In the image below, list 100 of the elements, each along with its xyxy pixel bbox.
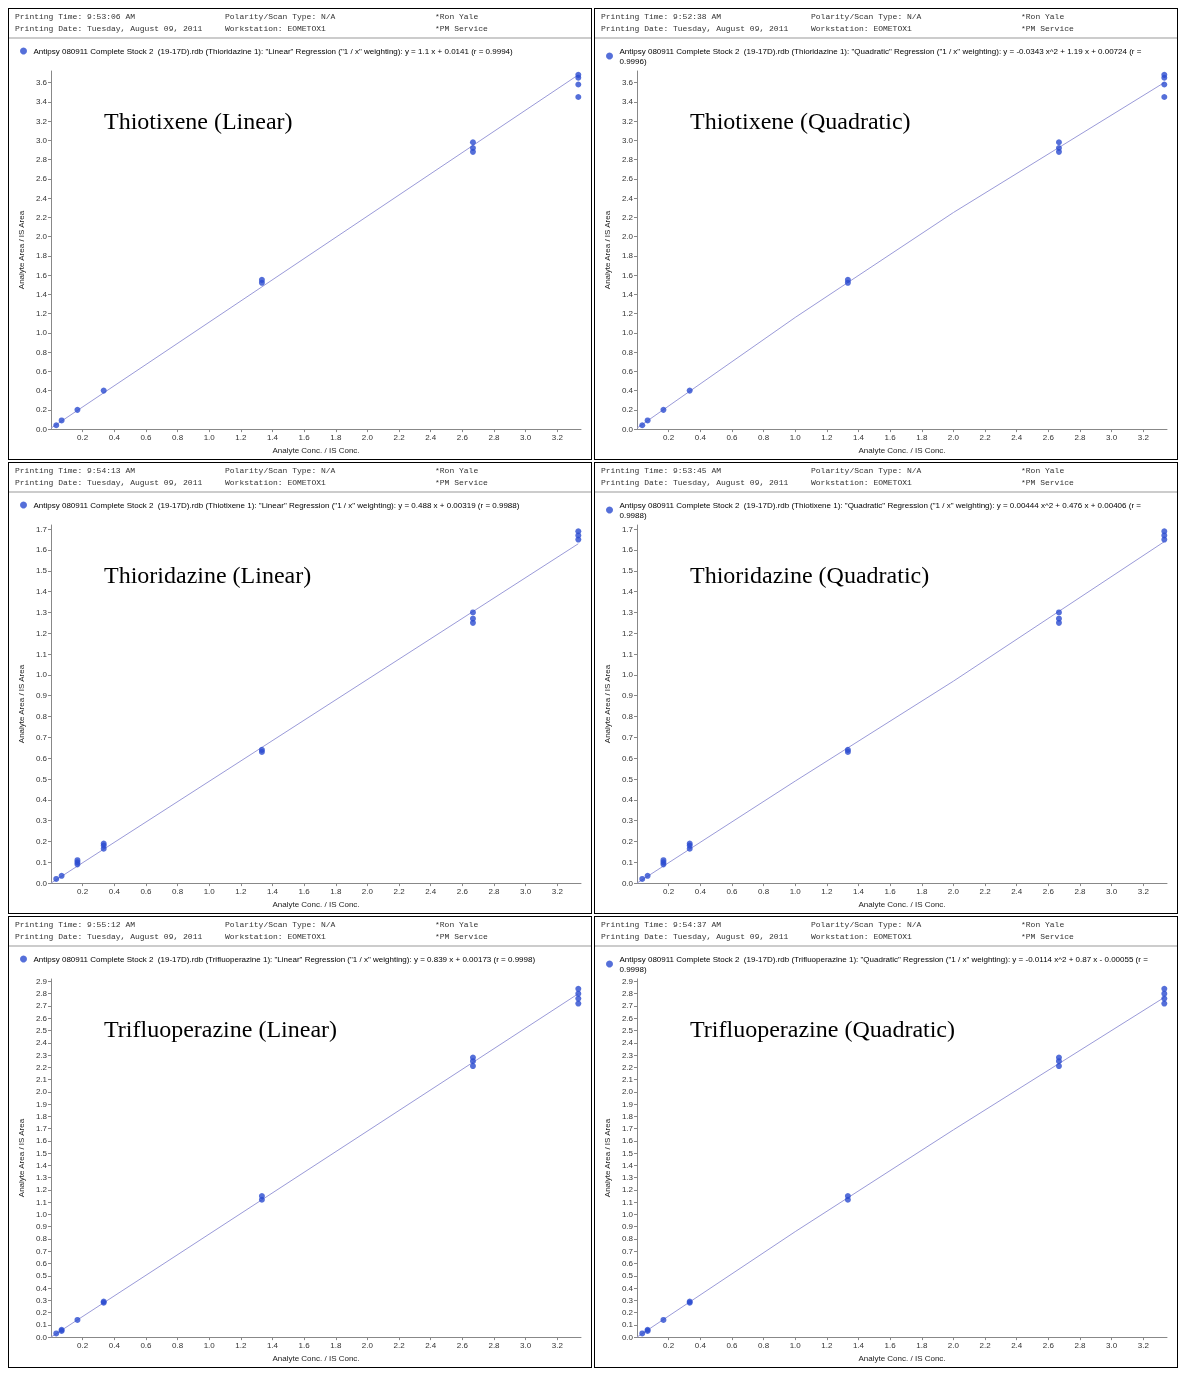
y-tick-label: 1.5	[35, 1148, 48, 1158]
text: *Ron Yale	[435, 11, 479, 21]
x-tick-label: 2.4	[425, 1340, 437, 1350]
text: Printing Date: Tuesday, August 09, 2011	[15, 931, 203, 941]
text: *PM Service	[435, 23, 489, 33]
x-tick-label: 2.2	[393, 1340, 406, 1350]
x-tick-label: 2.4	[425, 886, 437, 896]
y-tick-label: 1.2	[621, 1185, 634, 1195]
text: Workstation: EOMETOX1	[225, 23, 327, 33]
y-tick-label: 1.7	[35, 524, 48, 534]
y-tick-label: 1.1	[621, 649, 634, 659]
y-tick-label: 0.8	[621, 347, 634, 357]
y-tick-label: 1.1	[35, 1197, 48, 1207]
y-tick-label: 0.6	[35, 1259, 48, 1269]
y-tick-label: 1.5	[621, 566, 634, 576]
y-tick-label: 0.3	[621, 1295, 634, 1305]
y-tick-label: 0.8	[35, 347, 48, 357]
y-tick-label: 3.4	[621, 97, 634, 107]
x-tick-label: 2.4	[1011, 432, 1023, 442]
x-tick-label: 0.4	[108, 432, 121, 442]
x-tick-label: 1.0	[789, 1340, 802, 1350]
text: Thioridazine (Quadratic)	[690, 562, 930, 588]
y-tick-label: 2.6	[35, 174, 48, 184]
text: *PM Service	[1021, 23, 1075, 33]
y-axis-title: Analyte Area / IS Area	[16, 664, 26, 744]
y-tick-label: 0.4	[621, 1283, 634, 1293]
x-tick-label: 2.4	[1011, 1340, 1023, 1350]
y-tick-label: 0.0	[621, 878, 634, 888]
x-tick-label: 0.8	[172, 886, 184, 896]
x-tick-label: 1.6	[884, 886, 897, 896]
x-tick-label: 1.2	[235, 432, 247, 442]
text: Thiotixene (Quadratic)	[690, 108, 911, 134]
y-tick-label: 1.0	[35, 670, 48, 680]
x-tick-label: 0.8	[758, 886, 770, 896]
x-tick-label: 0.6	[726, 1340, 739, 1350]
y-tick-label: 1.8	[35, 1111, 48, 1121]
text: Printing Time: 9:54:37 AM	[601, 919, 722, 929]
y-tick-label: 0.9	[621, 1222, 634, 1232]
y-tick-label: 2.2	[35, 212, 48, 222]
y-tick-label: 1.5	[621, 1148, 634, 1158]
text: Printing Time: 9:55:12 AM	[15, 919, 136, 929]
x-tick-label: 2.8	[1074, 432, 1087, 442]
y-tick-label: 0.3	[35, 1295, 48, 1305]
text: Workstation: EOMETOX1	[811, 931, 913, 941]
text: *Ron Yale	[435, 465, 479, 475]
y-tick-label: 3.6	[621, 78, 634, 88]
x-tick-label: 2.2	[979, 886, 992, 896]
x-tick-label: 1.4	[852, 432, 865, 442]
x-tick-label: 1.8	[916, 886, 928, 896]
x-tick-label: 3.2	[551, 1340, 564, 1350]
y-tick-label: 1.0	[621, 328, 634, 338]
y-tick-label: 0.8	[35, 1234, 48, 1244]
x-tick-label: 1.6	[298, 886, 311, 896]
x-tick-label: 1.6	[884, 1340, 897, 1350]
x-tick-label: 2.0	[947, 886, 960, 896]
x-axis-title: Analyte Conc. / IS Conc.	[858, 1353, 946, 1363]
x-tick-label: 0.8	[758, 1340, 770, 1350]
text: *PM Service	[435, 477, 489, 487]
y-tick-label: 1.1	[621, 1197, 634, 1207]
x-tick-label: 0.2	[663, 886, 675, 896]
x-tick-label: 3.2	[1137, 432, 1150, 442]
y-tick-label: 2.8	[35, 989, 48, 999]
y-tick-label: 1.9	[35, 1099, 48, 1109]
y-tick-label: 0.0	[621, 1332, 634, 1342]
x-tick-label: 1.6	[298, 432, 311, 442]
y-tick-label: 0.2	[35, 405, 48, 415]
text: Trifluoperazine (Linear)	[104, 1016, 338, 1042]
y-tick-label: 2.5	[621, 1026, 634, 1036]
y-tick-label: 0.2	[621, 836, 634, 846]
x-tick-label: 0.6	[140, 886, 153, 896]
text: Printing Date: Tuesday, August 09, 2011	[15, 477, 203, 487]
legend-label: Antipsy 080911 Complete Stock 2 (19-17D).rdb (Thioridazine 1): "Quadratic" Regression ("1 / x" weighting): y = -0.0343 x^2 + 1.19 x + 0.00724 (r = 0.9996)	[619, 46, 1144, 66]
x-tick-label: 1.8	[916, 1340, 928, 1350]
y-tick-label: 0.5	[621, 1271, 634, 1281]
x-tick-label: 0.2	[77, 886, 89, 896]
y-tick-label: 1.3	[35, 607, 48, 617]
text: Workstation: EOMETOX1	[225, 477, 327, 487]
y-tick-label: 2.4	[35, 1038, 48, 1048]
x-tick-label: 2.6	[456, 432, 469, 442]
y-tick-label: 0.9	[35, 691, 48, 701]
y-tick-label: 0.2	[35, 1308, 48, 1318]
y-tick-label: 2.9	[35, 976, 48, 986]
y-tick-label: 1.0	[35, 1209, 48, 1219]
x-tick-label: 2.0	[361, 432, 374, 442]
y-tick-label: 1.3	[35, 1173, 48, 1183]
text: Workstation: EOMETOX1	[811, 23, 913, 33]
y-tick-label: 2.8	[621, 989, 634, 999]
x-tick-label: 2.6	[456, 1340, 469, 1350]
x-axis-title: Analyte Conc. / IS Conc.	[858, 445, 946, 455]
y-tick-label: 1.5	[35, 566, 48, 576]
text: Printing Date: Tuesday, August 09, 2011	[15, 23, 203, 33]
text: *PM Service	[1021, 931, 1075, 941]
x-axis-title: Analyte Conc. / IS Conc.	[272, 899, 360, 909]
x-tick-label: 0.2	[77, 1340, 89, 1350]
x-tick-label: 1.0	[203, 886, 216, 896]
y-tick-label: 0.1	[35, 1320, 48, 1330]
y-tick-label: 2.6	[621, 1013, 634, 1023]
x-tick-label: 1.6	[884, 432, 897, 442]
x-tick-label: 0.6	[140, 432, 153, 442]
y-tick-label: 1.4	[621, 289, 634, 299]
